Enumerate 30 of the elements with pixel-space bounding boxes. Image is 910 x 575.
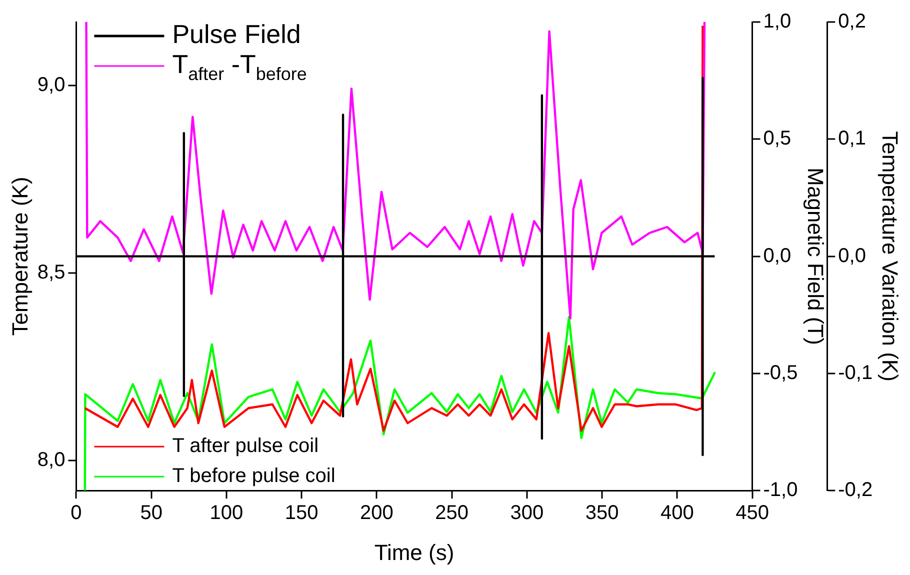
y2-tick-label: -0,5 xyxy=(763,362,798,384)
x-tick-label: 300 xyxy=(510,502,544,524)
y3-tick-label: 0,2 xyxy=(838,10,866,33)
x-axis-title: Time (s) xyxy=(374,540,454,565)
legend-label: Pulse Field xyxy=(172,19,301,50)
x-tick-label: 350 xyxy=(585,502,619,524)
x-tick-label: 400 xyxy=(660,502,694,524)
y3-tick-label: -0,2 xyxy=(838,479,873,502)
y3-tick-label: 0,0 xyxy=(838,244,866,267)
y2-tick-label: -1,0 xyxy=(763,479,798,502)
x-tick-label: 200 xyxy=(360,502,394,524)
x-tick-label: 0 xyxy=(70,502,82,524)
y2-tick-label: 0,0 xyxy=(763,244,792,267)
y-tick-label: 8,5 xyxy=(37,262,66,284)
legend-label: T after pulse coil xyxy=(172,435,319,458)
y2-tick-label: 1,0 xyxy=(763,10,792,33)
y3-axis-title: Temperature Variation (K) xyxy=(878,131,903,382)
y3-tick-label: -0,1 xyxy=(838,362,873,384)
y-tick-label: 8,0 xyxy=(37,449,66,472)
x-tick-label: 50 xyxy=(140,502,162,524)
y2-axis-title: Magnetic Field (T) xyxy=(802,168,828,345)
y2-tick-label: 0,5 xyxy=(763,128,792,150)
x-tick-label: 450 xyxy=(736,502,769,524)
x-tick-label: 100 xyxy=(210,502,244,524)
legend-label: T before pulse coil xyxy=(172,465,336,488)
y3-tick-label: 0,1 xyxy=(838,128,866,150)
y-axis-title: Temperature (K) xyxy=(7,176,32,336)
x-tick-label: 150 xyxy=(284,502,318,524)
x-tick-label: 250 xyxy=(435,502,468,524)
y-tick-label: 9,0 xyxy=(37,74,66,96)
